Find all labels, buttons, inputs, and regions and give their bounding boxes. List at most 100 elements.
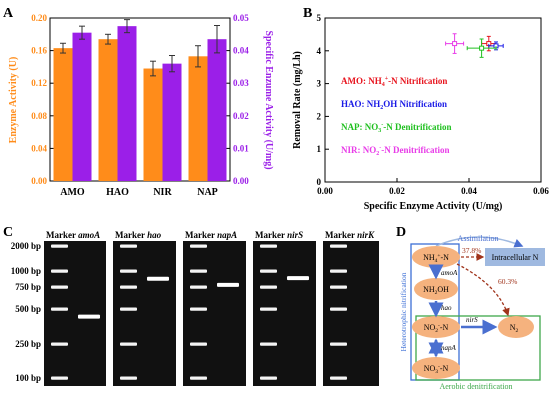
panel-b-plot-frame <box>324 17 542 183</box>
a-bar <box>53 48 73 181</box>
a-y2tick-label: 0.03 <box>233 78 249 88</box>
a-category-label: HAO <box>106 187 129 198</box>
gel-ladder-label: 2000 bp <box>11 241 41 251</box>
gel-ladder-band <box>330 307 347 311</box>
gel-ladder-band <box>120 244 137 248</box>
intracellular-label: Intracellular N <box>492 253 539 262</box>
b-ytick-label: 4 <box>317 46 322 56</box>
gel-ladder-label: 100 bp <box>15 373 41 383</box>
panel-b-x-label: Specific Enzyme Activity (U/mg) <box>364 201 503 212</box>
gel-ladder-band <box>260 376 277 380</box>
a-bar <box>162 63 182 181</box>
intracellular-box <box>485 248 545 266</box>
pct-diag-label: 60.3% <box>498 277 517 286</box>
pct-diag-arrow <box>456 263 510 317</box>
a-category-label: NIR <box>153 187 172 198</box>
b-ytick-label: 3 <box>317 79 322 89</box>
panel-a-label: A <box>3 6 14 21</box>
napa-label: napA <box>441 344 457 352</box>
gel-ladder-band <box>51 342 68 346</box>
gel-lane-header: Marker hao <box>115 230 162 240</box>
no2-node <box>412 316 460 338</box>
a-category-label: NAP <box>197 187 218 198</box>
b-xtick-label: 0.04 <box>461 186 477 196</box>
a-bar <box>188 56 208 181</box>
pct-top-label: 37.8% <box>462 246 481 255</box>
assimilation-arc <box>435 236 524 248</box>
a-y2tick-label: 0.00 <box>233 176 249 186</box>
a-y2tick-label: 0.04 <box>233 46 249 56</box>
gel-ladder-band <box>120 376 137 380</box>
gel-lane-header: Marker nirK <box>325 230 375 240</box>
gel-lane-image <box>113 241 176 386</box>
gel-ladder-band <box>190 285 207 289</box>
a-bar <box>117 26 137 182</box>
gel-ladder-band <box>190 244 207 248</box>
a-bar <box>143 68 163 181</box>
gel-ladder-band <box>190 342 207 346</box>
hao-label: hao <box>441 304 452 312</box>
gel-ladder-band <box>120 285 137 289</box>
a-ytick-label: 0.04 <box>31 143 47 153</box>
b-legend-entry: NAP: NO3--N Denitrification <box>341 122 451 134</box>
panel-b-label: B <box>303 6 312 21</box>
b-xtick-label: 0.00 <box>317 186 333 196</box>
a-category-label: AMO <box>60 187 85 198</box>
gel-ladder-band <box>51 376 68 380</box>
gel-ladder-band <box>330 342 347 346</box>
a-ytick-label: 0.12 <box>31 78 47 88</box>
gel-ladder-band <box>51 244 68 248</box>
heterotrophic-label: Heterotrophic nitrification <box>399 272 408 351</box>
nh4-node <box>412 246 460 268</box>
panel-c-label: C <box>3 225 13 240</box>
gel-ladder-band <box>51 269 68 273</box>
gel-ladder-label: 1000 bp <box>11 266 41 276</box>
no2-node-label: NO2--N <box>424 323 449 334</box>
b-legend-entry: AMO: NH4+-N Nitrification <box>341 76 447 88</box>
gel-ladder-band <box>260 307 277 311</box>
gel-ladder-band <box>190 376 207 380</box>
b-point <box>479 45 485 51</box>
gel-ladder-band <box>120 307 137 311</box>
nh4-node-label: NH4+-N <box>423 253 449 264</box>
b-ytick-label: 2 <box>317 111 322 121</box>
a-ytick-label: 0.00 <box>31 176 47 186</box>
a-y2tick-label: 0.01 <box>233 143 249 153</box>
gel-ladder-band <box>120 269 137 273</box>
gel-ladder-band <box>120 342 137 346</box>
no3-node <box>412 357 460 379</box>
a-bar <box>72 32 92 181</box>
gel-lane-image <box>183 241 246 386</box>
gel-lane-header: Marker nirS <box>255 230 303 240</box>
b-legend-entry: NIR: NO2--N Denitrification <box>341 145 449 157</box>
a-ytick-label: 0.16 <box>31 46 47 56</box>
panel-b-y-label: Removal Rate (mg/Lh) <box>292 51 303 149</box>
gel-ladder-band <box>330 269 347 273</box>
gel-ladder-band <box>190 269 207 273</box>
b-ytick-label: 5 <box>317 13 322 23</box>
gel-lane-image <box>253 241 316 386</box>
gel-sample-band <box>78 314 100 319</box>
assimilation-label: Assimilation <box>458 234 499 243</box>
b-ytick-label: 1 <box>317 144 322 154</box>
panel-b: B Removal Rate (mg/Lh) Specific Enzyme A… <box>292 6 549 212</box>
gel-ladder-band <box>260 285 277 289</box>
no3-node-label: NO3--N <box>424 364 449 375</box>
gel-sample-band <box>287 276 309 281</box>
n2-node <box>498 316 534 338</box>
amoa-label: amoA <box>441 269 458 277</box>
a-ytick-label: 0.20 <box>31 13 47 23</box>
gel-ladder-band <box>260 269 277 273</box>
gel-ladder-band <box>51 285 68 289</box>
b-legend-entry: HAO: NH2OH Nitrification <box>341 99 447 111</box>
a-bar <box>207 39 227 181</box>
n2-node-label: N2 <box>510 323 519 334</box>
gel-ladder-label: 750 bp <box>15 282 41 292</box>
panel-d-label: D <box>396 225 406 240</box>
gel-ladder-band <box>330 376 347 380</box>
gel-ladder-band <box>260 244 277 248</box>
gel-ladder-label: 500 bp <box>15 304 41 314</box>
a-ytick-label: 0.08 <box>31 111 47 121</box>
gel-ladder-band <box>260 342 277 346</box>
aerobic-label: Aerobic denitrification <box>439 382 512 391</box>
